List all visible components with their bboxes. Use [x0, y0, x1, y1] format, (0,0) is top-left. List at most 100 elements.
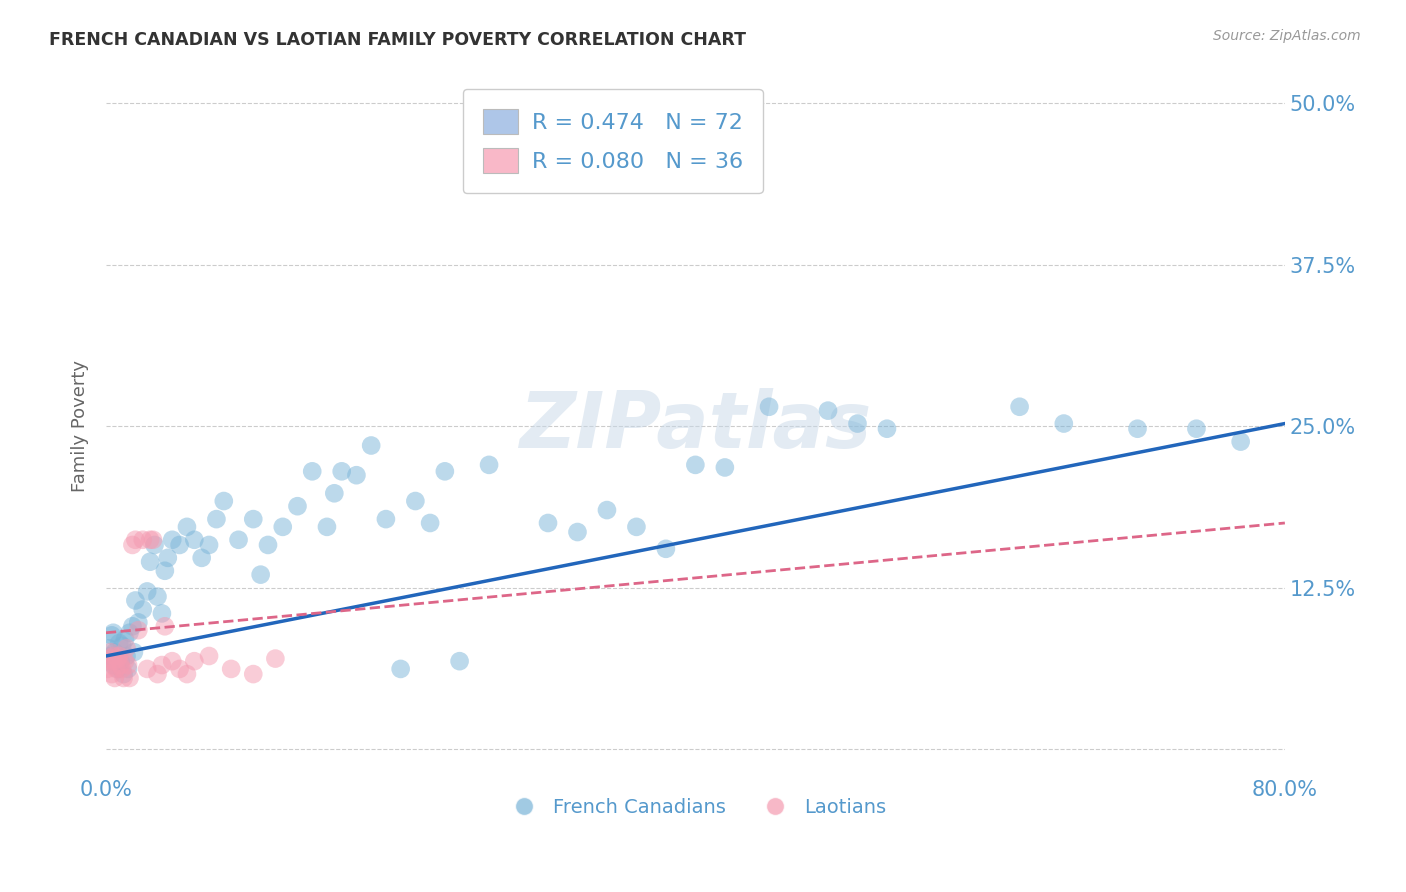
Point — [108, 636, 131, 650]
Point — [103, 658, 125, 673]
Point — [150, 607, 173, 621]
Point — [249, 567, 271, 582]
Point — [121, 619, 143, 633]
Point — [198, 538, 221, 552]
Point — [169, 662, 191, 676]
Point — [104, 645, 127, 659]
Point — [1008, 400, 1031, 414]
Point — [114, 632, 136, 647]
Point — [150, 658, 173, 673]
Legend: French Canadians, Laotians: French Canadians, Laotians — [496, 789, 894, 824]
Point — [121, 538, 143, 552]
Point — [346, 468, 368, 483]
Text: ZIPatlas: ZIPatlas — [519, 388, 872, 464]
Point — [219, 662, 242, 676]
Point — [105, 662, 128, 676]
Point — [183, 654, 205, 668]
Point — [110, 658, 132, 673]
Point — [107, 651, 129, 665]
Point — [96, 662, 118, 676]
Point — [118, 625, 141, 640]
Point — [101, 667, 124, 681]
Point — [105, 651, 128, 665]
Point — [160, 654, 183, 668]
Point — [190, 550, 212, 565]
Point — [103, 625, 125, 640]
Point — [132, 533, 155, 547]
Text: FRENCH CANADIAN VS LAOTIAN FAMILY POVERTY CORRELATION CHART: FRENCH CANADIAN VS LAOTIAN FAMILY POVERT… — [49, 31, 747, 49]
Point — [122, 645, 145, 659]
Point — [374, 512, 396, 526]
Point — [242, 667, 264, 681]
Point — [537, 516, 560, 530]
Point — [112, 671, 135, 685]
Point — [846, 417, 869, 431]
Point — [316, 520, 339, 534]
Point — [176, 520, 198, 534]
Point — [114, 654, 136, 668]
Point — [257, 538, 280, 552]
Point — [160, 533, 183, 547]
Point — [198, 648, 221, 663]
Point — [108, 648, 131, 663]
Point — [1126, 422, 1149, 436]
Point — [146, 667, 169, 681]
Text: Source: ZipAtlas.com: Source: ZipAtlas.com — [1213, 29, 1361, 43]
Point — [98, 645, 121, 659]
Point — [103, 648, 125, 663]
Point — [117, 658, 139, 673]
Point — [271, 520, 294, 534]
Point — [758, 400, 780, 414]
Point — [567, 524, 589, 539]
Point — [139, 555, 162, 569]
Point — [626, 520, 648, 534]
Point — [111, 639, 134, 653]
Point — [360, 438, 382, 452]
Point — [669, 148, 692, 162]
Point — [136, 584, 159, 599]
Point — [143, 538, 166, 552]
Point — [124, 593, 146, 607]
Point — [389, 662, 412, 676]
Point — [115, 641, 138, 656]
Point — [301, 464, 323, 478]
Point — [330, 464, 353, 478]
Point — [205, 512, 228, 526]
Point — [1229, 434, 1251, 449]
Point — [98, 651, 121, 665]
Point — [404, 494, 426, 508]
Point — [419, 516, 441, 530]
Point — [242, 512, 264, 526]
Point — [115, 648, 138, 663]
Point — [139, 533, 162, 547]
Point — [228, 533, 250, 547]
Point — [127, 615, 149, 630]
Point — [107, 662, 129, 676]
Point — [98, 648, 121, 663]
Point — [478, 458, 501, 472]
Point — [118, 671, 141, 685]
Point — [685, 458, 707, 472]
Point — [1053, 417, 1076, 431]
Point — [101, 628, 124, 642]
Point — [142, 533, 165, 547]
Point — [264, 651, 287, 665]
Point — [146, 590, 169, 604]
Point — [449, 654, 471, 668]
Point — [112, 667, 135, 681]
Point — [817, 403, 839, 417]
Point — [97, 641, 120, 656]
Y-axis label: Family Poverty: Family Poverty — [72, 360, 89, 492]
Point — [876, 422, 898, 436]
Point — [104, 671, 127, 685]
Point — [153, 564, 176, 578]
Point — [655, 541, 678, 556]
Point — [323, 486, 346, 500]
Point — [183, 533, 205, 547]
Point — [110, 654, 132, 668]
Point — [169, 538, 191, 552]
Point — [117, 662, 139, 676]
Point — [153, 619, 176, 633]
Point — [287, 499, 309, 513]
Point — [124, 533, 146, 547]
